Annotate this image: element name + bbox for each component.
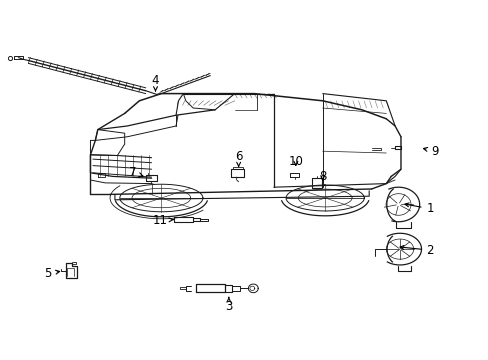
Text: 6: 6 <box>234 150 242 166</box>
Text: 4: 4 <box>151 75 159 91</box>
Text: 3: 3 <box>224 297 232 313</box>
Text: 7: 7 <box>129 166 142 179</box>
Text: 10: 10 <box>288 155 303 168</box>
Text: 8: 8 <box>318 170 326 183</box>
Text: 11: 11 <box>153 214 173 227</box>
Text: 2: 2 <box>399 244 433 257</box>
Text: 5: 5 <box>44 267 60 280</box>
Text: 1: 1 <box>404 202 433 215</box>
Text: 9: 9 <box>423 145 438 158</box>
